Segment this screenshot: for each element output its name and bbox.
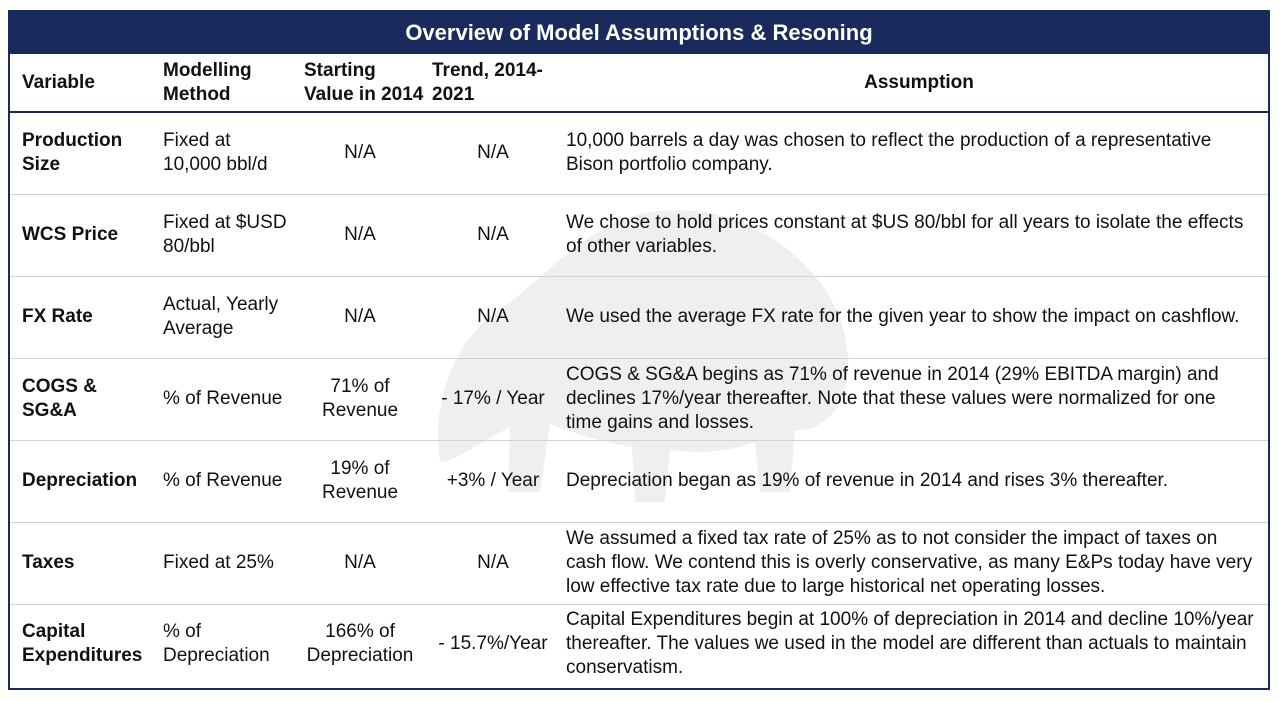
cell-method: Fixed at $USD 80/bbl	[163, 212, 287, 257]
header-row: Variable Modelling Method Starting Value…	[10, 54, 1268, 112]
cell-method: Fixed at 10,000 bbl/d	[163, 130, 268, 176]
cell-trend: +3% / Year	[446, 470, 540, 491]
table-row: Depreciation % of Revenue 19% of Revenue…	[10, 440, 1268, 522]
cell-variable: WCS Price	[22, 224, 119, 245]
cell-trend: N/A	[477, 552, 509, 573]
column-header-start: Starting Value in 2014	[304, 59, 424, 105]
cell-trend: - 15.7%/Year	[438, 633, 548, 655]
cell-assumption: COGS & SG&A begins as 71% of revenue in …	[566, 364, 1219, 433]
table-row: Taxes Fixed at 25% N/A N/A We assumed a …	[10, 522, 1268, 604]
assumptions-table-frame: Overview of Model Assumptions & Resoning…	[8, 10, 1270, 690]
assumptions-table: Variable Modelling Method Starting Value…	[10, 54, 1268, 684]
table-row: COGS & SG&A % of Revenue 71% of Revenue …	[10, 358, 1268, 440]
table-title: Overview of Model Assumptions & Resoning	[10, 12, 1268, 54]
table-row: Production Size Fixed at 10,000 bbl/d N/…	[10, 112, 1268, 194]
cell-assumption: We assumed a fixed tax rate of 25% as to…	[566, 528, 1253, 597]
cell-variable: Taxes	[22, 552, 75, 573]
cell-method: % of Depreciation	[163, 621, 270, 667]
cell-trend: N/A	[477, 306, 509, 327]
cell-trend: N/A	[477, 142, 509, 164]
cell-start: N/A	[344, 552, 376, 573]
cell-trend: - 17% / Year	[441, 388, 545, 409]
cell-method: Fixed at 25%	[163, 552, 274, 573]
cell-assumption: 10,000 barrels a day was chosen to refle…	[566, 130, 1212, 176]
cell-start: 71% of Revenue	[321, 376, 399, 421]
cell-start: N/A	[344, 224, 376, 245]
table-row: WCS Price Fixed at $USD 80/bbl N/A N/A W…	[10, 194, 1268, 276]
cell-assumption: Capital Expenditures begin at 100% of de…	[566, 609, 1254, 679]
cell-assumption: We chose to hold prices constant at $US …	[566, 212, 1244, 257]
column-header-trend: Trend, 2014-2021	[432, 59, 543, 105]
cell-assumption: Depreciation began as 19% of revenue in …	[566, 470, 1169, 491]
cell-trend: N/A	[477, 224, 509, 245]
cell-method: % of Revenue	[163, 470, 283, 491]
column-header-assumption: Assumption	[864, 71, 974, 93]
cell-start: 166% of Depreciation	[306, 621, 414, 667]
cell-start: N/A	[344, 142, 376, 164]
cell-variable: Capital Expenditures	[22, 621, 143, 667]
cell-variable: Production Size	[22, 130, 123, 176]
cell-start: N/A	[344, 306, 376, 327]
cell-variable: COGS & SG&A	[22, 376, 97, 421]
table-row: Capital Expenditures % of Depreciation 1…	[10, 604, 1268, 684]
cell-method: Actual, Yearly Average	[163, 294, 279, 339]
cell-variable: Depreciation	[22, 470, 138, 491]
table-row: FX Rate Actual, Yearly Average N/A N/A W…	[10, 276, 1268, 358]
column-header-variable: Variable	[22, 71, 95, 93]
cell-assumption: We used the average FX rate for the give…	[566, 306, 1240, 327]
cell-start: 19% of Revenue	[321, 458, 399, 503]
cell-variable: FX Rate	[22, 306, 93, 327]
column-header-method: Modelling Method	[163, 59, 252, 105]
cell-method: % of Revenue	[163, 388, 283, 409]
